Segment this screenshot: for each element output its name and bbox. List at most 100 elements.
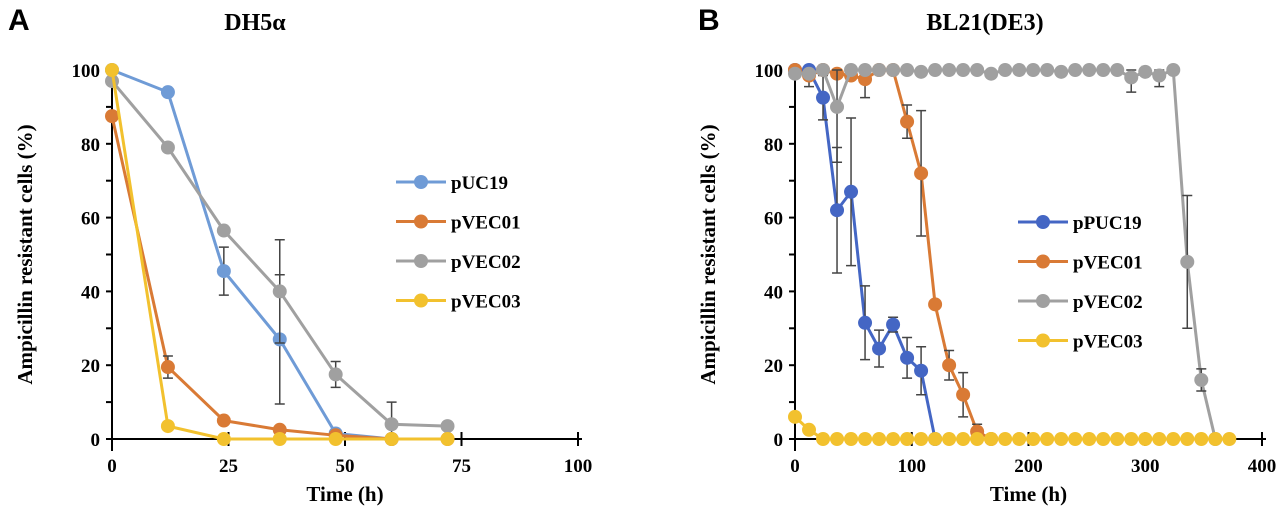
data-point [1166, 432, 1181, 446]
data-point [914, 64, 929, 79]
data-point [1026, 432, 1041, 446]
data-point [1054, 64, 1069, 79]
legend-marker [414, 175, 428, 189]
y-tick-label: 100 [755, 61, 784, 82]
data-point [1026, 63, 1041, 77]
legend-item: pVEC02 [396, 252, 521, 273]
data-point [160, 140, 175, 155]
series-pPUC19 [788, 63, 943, 446]
panel-B: B BL21(DE3) 0 100 200 300 400 0 20 40 60 80 100 Time … [696, 4, 1276, 506]
x-tick-label: 25 [219, 456, 238, 477]
y-tick-label: 80 [764, 135, 783, 156]
y-tick-label: 80 [81, 135, 100, 156]
data-point [998, 63, 1013, 77]
x-tick-label: 75 [452, 456, 471, 477]
data-point [105, 109, 119, 124]
legend-item: pUC19 [396, 173, 508, 194]
data-point [914, 432, 929, 446]
error-bar [832, 69, 843, 163]
series-pUC19 [105, 63, 399, 446]
data-point [440, 419, 455, 434]
data-point [160, 419, 175, 434]
y-tick-label: 60 [81, 209, 100, 230]
data-point [1012, 432, 1027, 446]
data-point [928, 432, 943, 446]
data-point [1124, 432, 1139, 446]
legend-item: pVEC02 [1018, 292, 1143, 313]
data-point [844, 63, 859, 77]
legend-item: pPUC19 [1018, 213, 1142, 234]
data-point [956, 387, 971, 402]
chart-title: DH5α [224, 10, 286, 36]
data-point [984, 66, 999, 81]
data-point [816, 90, 831, 105]
data-point [1082, 432, 1097, 446]
data-point [942, 63, 957, 77]
data-point [802, 66, 817, 81]
data-point [160, 85, 175, 100]
data-point [886, 63, 901, 77]
data-point [928, 63, 943, 77]
legend-label: pVEC03 [1073, 332, 1143, 353]
series-pVEC03 [105, 63, 455, 446]
data-point [886, 317, 901, 332]
chart-title: BL21(DE3) [926, 10, 1043, 36]
legend-label: pVEC02 [1073, 292, 1143, 313]
series-pVEC03 [788, 409, 1237, 446]
data-point [216, 264, 231, 279]
data-point [328, 432, 343, 446]
series-line [794, 68, 992, 441]
legend-label: pVEC01 [1073, 253, 1143, 274]
series-line [795, 68, 937, 440]
data-point [1110, 63, 1125, 77]
data-point [1138, 432, 1153, 446]
data-point [788, 409, 802, 424]
data-point [1180, 432, 1195, 446]
x-tick-label: 0 [107, 456, 117, 477]
data-point [914, 166, 929, 181]
data-point [830, 432, 845, 446]
legend-marker [1036, 333, 1050, 348]
data-point [900, 63, 915, 77]
data-point [272, 284, 287, 299]
data-point [872, 63, 887, 77]
data-point [844, 184, 859, 199]
legend-marker [1036, 254, 1050, 269]
data-point [858, 63, 873, 77]
panel-letter: B [698, 4, 720, 37]
data-point [1138, 64, 1153, 79]
y-tick-label: 0 [91, 430, 101, 451]
data-point [970, 432, 985, 446]
y-tick-label: 40 [81, 282, 100, 303]
legend-label: pVEC03 [451, 292, 521, 313]
data-point [858, 315, 873, 330]
data-point [1124, 70, 1139, 85]
data-point [956, 432, 971, 446]
y-tick-label: 20 [81, 356, 100, 377]
data-point [900, 114, 915, 129]
y-tick-label: 60 [764, 209, 783, 230]
data-point [816, 432, 831, 446]
data-point [802, 422, 817, 437]
data-point [816, 63, 831, 77]
data-point [1012, 63, 1027, 77]
data-point [328, 367, 343, 382]
legend-label: pVEC01 [451, 213, 521, 234]
data-point [900, 350, 915, 365]
data-point [1152, 432, 1167, 446]
data-point [1166, 63, 1181, 77]
data-point [900, 432, 915, 446]
data-point [1222, 432, 1237, 446]
y-axis-label: Ampicillin resistant cells (%) [696, 124, 720, 384]
data-point [886, 432, 901, 446]
x-axis-label: Time (h) [306, 482, 383, 506]
data-point [272, 432, 287, 446]
data-point [1054, 432, 1069, 446]
series-pVEC02 [105, 74, 455, 440]
data-point [830, 203, 845, 218]
legend-label: pUC19 [451, 173, 508, 194]
y-tick-label: 20 [764, 356, 783, 377]
data-point [1110, 432, 1125, 446]
data-point [872, 432, 887, 446]
data-point [105, 63, 119, 77]
